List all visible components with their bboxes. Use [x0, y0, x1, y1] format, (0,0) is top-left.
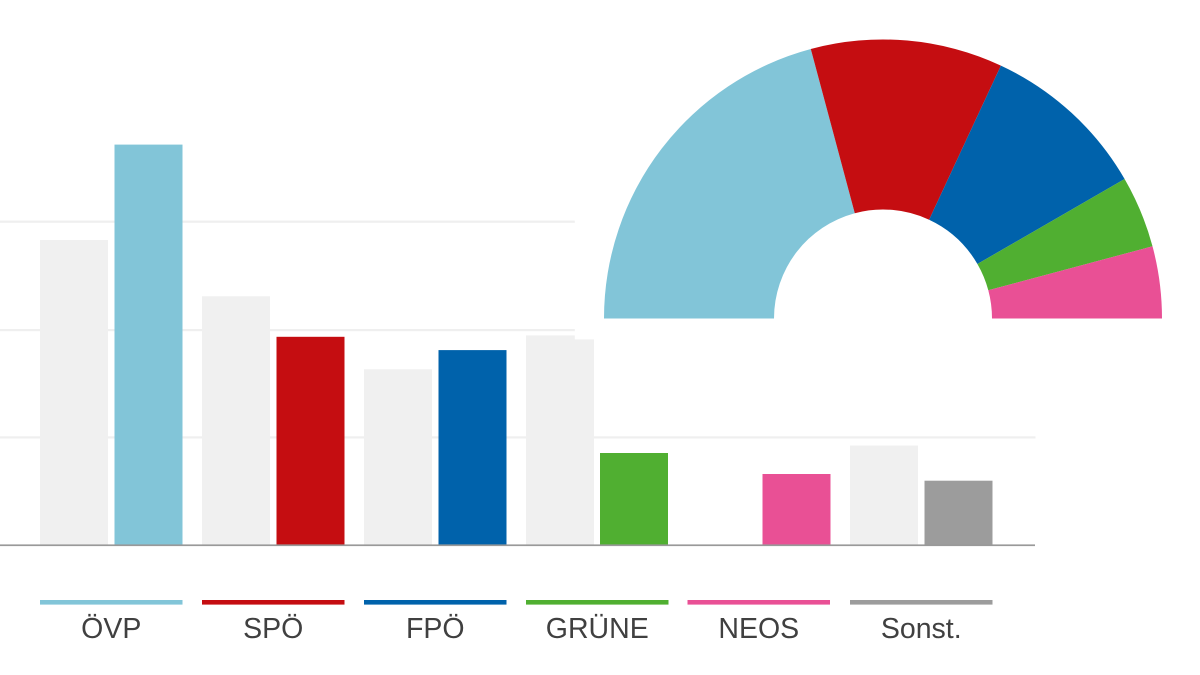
- svg-text:GRÜNE: GRÜNE: [546, 613, 649, 645]
- svg-text:FPÖ: FPÖ: [406, 613, 465, 645]
- svg-text:SPÖ: SPÖ: [243, 613, 303, 645]
- svg-text:NEOS: NEOS: [718, 613, 799, 645]
- svg-text:ÖVP: ÖVP: [81, 613, 141, 645]
- svg-text:Sonst.: Sonst.: [881, 613, 962, 645]
